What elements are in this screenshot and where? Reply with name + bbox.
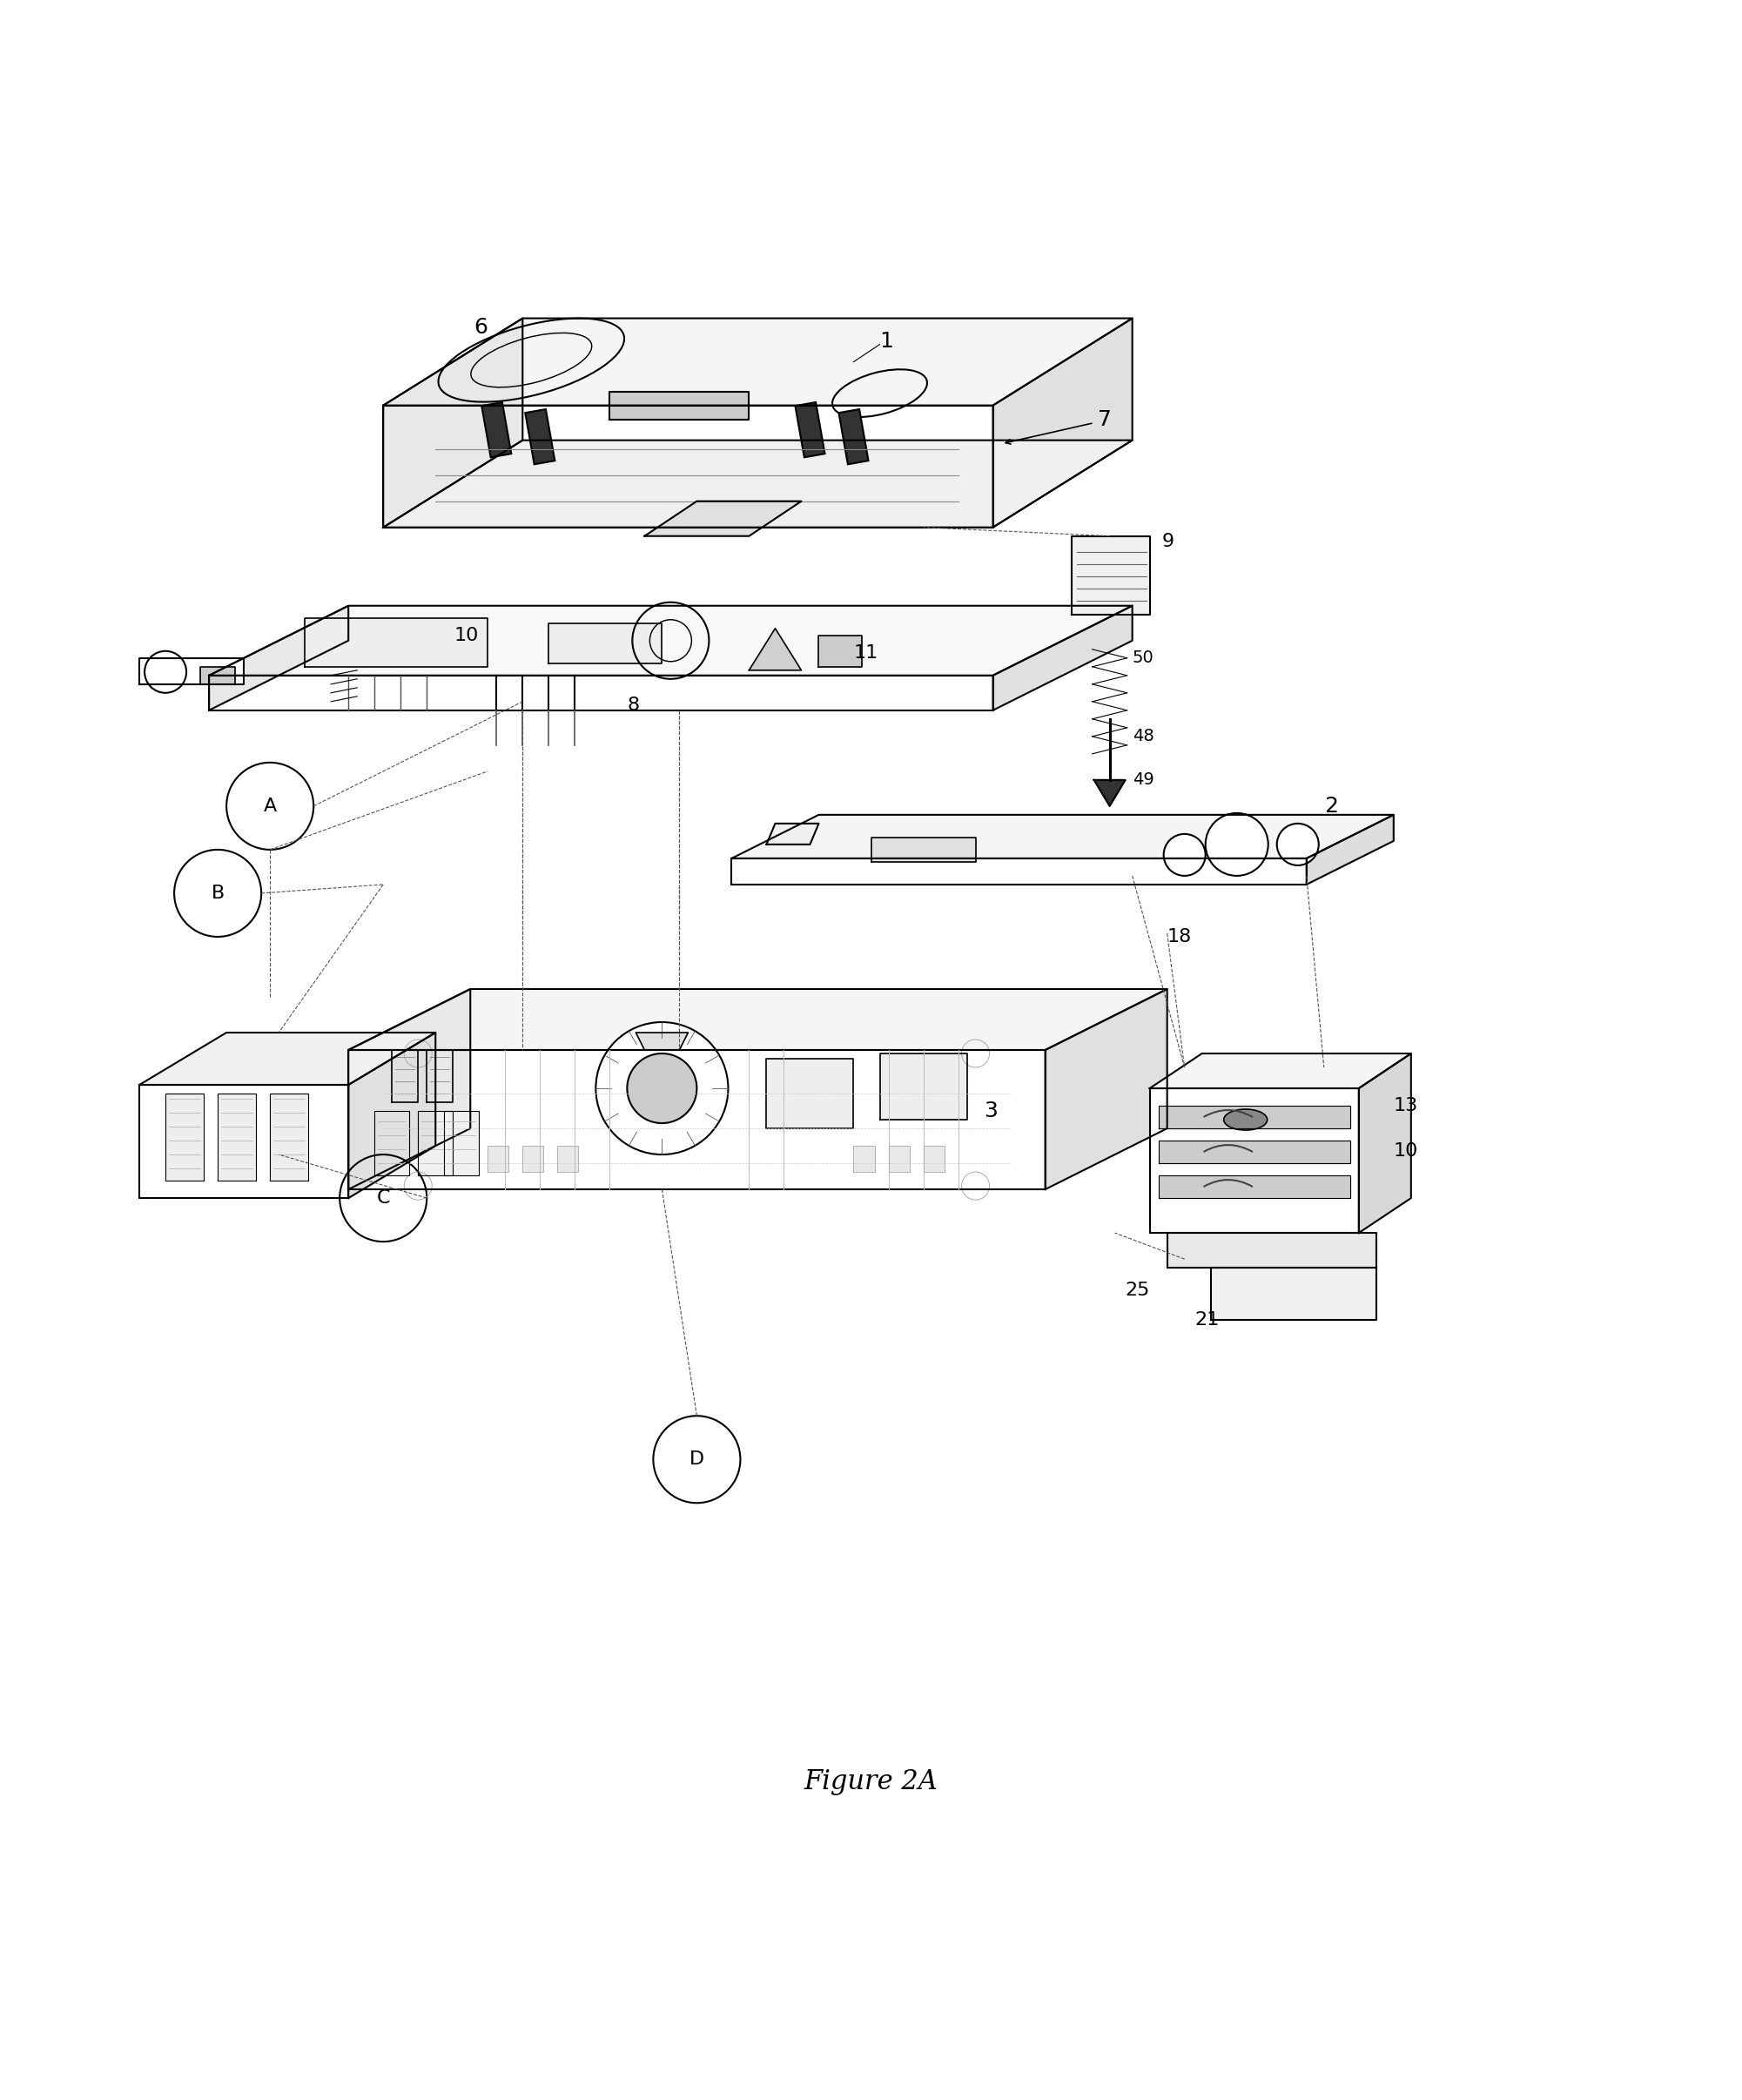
Polygon shape [610, 391, 749, 420]
Polygon shape [993, 319, 1132, 527]
Bar [838, 410, 869, 464]
Polygon shape [645, 502, 801, 536]
Polygon shape [218, 1094, 256, 1180]
Polygon shape [427, 1050, 453, 1102]
Polygon shape [766, 823, 819, 844]
Polygon shape [557, 1147, 578, 1172]
Bar [481, 403, 512, 458]
Polygon shape [1150, 1088, 1359, 1233]
Polygon shape [854, 1147, 874, 1172]
Polygon shape [209, 605, 1132, 676]
Text: D: D [690, 1451, 704, 1468]
Text: 2: 2 [1324, 796, 1338, 817]
Polygon shape [348, 1033, 436, 1199]
Polygon shape [383, 405, 993, 527]
Text: 21: 21 [1195, 1310, 1219, 1329]
Polygon shape [636, 1033, 688, 1050]
Polygon shape [1094, 779, 1125, 806]
Polygon shape [1150, 1054, 1411, 1088]
Text: 18: 18 [1167, 928, 1192, 945]
Text: 49: 49 [1132, 771, 1153, 788]
Polygon shape [749, 628, 801, 670]
Polygon shape [270, 1094, 308, 1180]
Polygon shape [444, 1111, 479, 1176]
Text: 9: 9 [1162, 533, 1174, 550]
Polygon shape [348, 1050, 1045, 1189]
Polygon shape [1359, 1054, 1411, 1233]
Bar [794, 403, 826, 458]
Polygon shape [392, 1050, 418, 1102]
Polygon shape [1167, 1233, 1376, 1268]
Polygon shape [732, 859, 1306, 884]
Text: Figure 2A: Figure 2A [805, 1768, 937, 1796]
Polygon shape [523, 1147, 544, 1172]
Ellipse shape [1223, 1109, 1266, 1130]
Text: B: B [211, 884, 225, 901]
Polygon shape [139, 1033, 436, 1086]
Polygon shape [1045, 989, 1167, 1189]
Text: 10: 10 [455, 626, 479, 645]
Polygon shape [200, 666, 235, 685]
Text: 1: 1 [880, 330, 894, 351]
Polygon shape [139, 657, 244, 685]
Polygon shape [1306, 815, 1394, 884]
Circle shape [1164, 834, 1205, 876]
Polygon shape [418, 1111, 453, 1176]
Polygon shape [871, 838, 976, 861]
Polygon shape [348, 989, 1167, 1050]
Text: A: A [263, 798, 277, 815]
Polygon shape [488, 1147, 509, 1172]
Text: 7: 7 [1097, 410, 1111, 430]
Text: 3: 3 [984, 1100, 998, 1121]
Polygon shape [375, 1111, 409, 1176]
Polygon shape [383, 441, 1132, 527]
Text: 48: 48 [1132, 729, 1153, 746]
Polygon shape [1211, 1268, 1376, 1321]
Polygon shape [1158, 1176, 1350, 1199]
Text: 11: 11 [854, 645, 878, 662]
Polygon shape [732, 815, 1394, 859]
Polygon shape [348, 989, 470, 1189]
Polygon shape [819, 636, 862, 666]
Text: 50: 50 [1132, 649, 1153, 666]
Polygon shape [1158, 1140, 1350, 1163]
Polygon shape [549, 624, 662, 664]
Polygon shape [1071, 536, 1150, 615]
Text: 10: 10 [1394, 1142, 1418, 1159]
Polygon shape [139, 1086, 348, 1199]
Polygon shape [383, 319, 1132, 405]
Polygon shape [880, 1054, 967, 1119]
Polygon shape [923, 1147, 944, 1172]
Polygon shape [209, 605, 348, 710]
Text: C: C [376, 1189, 390, 1208]
Text: 13: 13 [1394, 1096, 1418, 1115]
Polygon shape [1158, 1107, 1350, 1128]
Polygon shape [305, 617, 488, 666]
Circle shape [1205, 813, 1268, 876]
Circle shape [627, 1054, 697, 1124]
Polygon shape [993, 605, 1132, 710]
Polygon shape [766, 1058, 854, 1128]
Polygon shape [209, 676, 993, 710]
Text: 8: 8 [627, 697, 639, 714]
Polygon shape [383, 319, 523, 527]
Circle shape [596, 1023, 728, 1155]
Polygon shape [165, 1094, 204, 1180]
Text: 25: 25 [1125, 1281, 1150, 1300]
Polygon shape [888, 1147, 909, 1172]
Bar [524, 410, 556, 464]
Text: 6: 6 [474, 317, 488, 338]
Circle shape [1277, 823, 1319, 865]
